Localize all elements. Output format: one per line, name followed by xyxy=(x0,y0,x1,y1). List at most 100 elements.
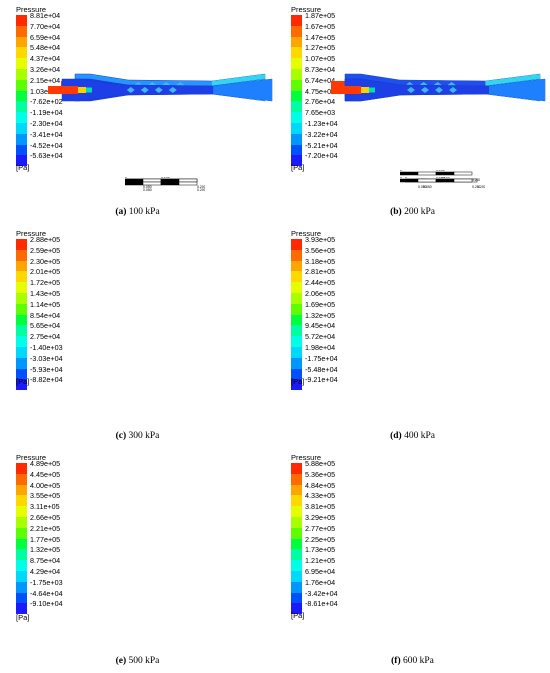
legend-swatch xyxy=(16,495,27,507)
legend-tick-label: 2.30e+05 xyxy=(30,256,61,266)
legend-swatch xyxy=(291,271,302,283)
legend-tick-label: 3.11e+05 xyxy=(30,502,60,512)
legend-tick-label: -3.42e+04 xyxy=(305,588,338,598)
legend-tick-label: 9.45e+04 xyxy=(305,321,336,331)
legend-tick-label: -1.19e+04 xyxy=(30,108,63,118)
legend-title: Pressure xyxy=(16,229,47,238)
legend-tick-label: 3.29e+05 xyxy=(305,513,336,522)
legend-swatch xyxy=(16,357,27,369)
legend-swatch xyxy=(291,495,302,507)
legend-tick-label: 6.74e+04 xyxy=(305,75,336,85)
scale-bar-label: 0.200 (m) xyxy=(197,188,205,192)
legend-tick-label: -5.63e+04 xyxy=(30,151,63,161)
legend-swatch xyxy=(291,368,302,380)
legend-title: Pressure xyxy=(291,5,322,14)
legend-swatch xyxy=(291,239,302,250)
scale-bar-label: 0 xyxy=(405,177,407,179)
legend-swatch xyxy=(291,347,302,358)
legend-tick-label: 2.77e+05 xyxy=(305,523,336,533)
scale-bar-label: 0.100 xyxy=(436,177,445,179)
legend-tick-label: 1.43e+05 xyxy=(30,289,61,298)
legend-tick-label: 8.75e+04 xyxy=(30,556,61,566)
panel-c: Pressure 2.88e+05 2.59e+05 2.30e+05 2.01e+05… xyxy=(0,224,275,448)
legend-swatch xyxy=(16,47,27,59)
legend-swatch xyxy=(16,571,27,582)
legend-swatch xyxy=(291,36,302,48)
legend-tick-label: 8.73e+04 xyxy=(305,65,336,74)
legend-swatch xyxy=(16,347,27,358)
panel-f: Pressure 5.88e+05 5.36e+05 4.84e+05 4.33e+05… xyxy=(275,448,550,672)
legend-swatch xyxy=(291,379,302,391)
legend-tick-label: 5.88e+05 xyxy=(305,459,336,468)
legend-tick-label: -7.20e+04 xyxy=(305,151,338,161)
legend-swatch xyxy=(291,90,302,102)
legend-tick-label: 4.84e+05 xyxy=(305,480,336,490)
panel-caption: (a) 100 kPa xyxy=(0,207,275,217)
legend-tick-label: 3.81e+05 xyxy=(305,502,336,512)
legend-title: Pressure xyxy=(291,229,322,238)
legend-tick-label: 1.47e+05 xyxy=(305,32,336,42)
legend-swatch xyxy=(291,538,302,550)
legend-swatch xyxy=(16,603,27,615)
legend-tick-label: 2.25e+05 xyxy=(305,534,336,544)
pressure-contour-domain xyxy=(331,78,546,102)
legend-swatch xyxy=(16,549,27,561)
caption-pressure: 200 kPa xyxy=(404,207,435,217)
legend-swatch xyxy=(16,560,27,571)
legend-swatch xyxy=(16,538,27,550)
legend-tick-label: 4.37e+04 xyxy=(30,54,61,64)
legend-swatch xyxy=(16,336,27,347)
legend-tick-label: 7.70e+04 xyxy=(30,21,61,31)
legend-tick-label: 2.76e+04 xyxy=(305,97,336,107)
legend-tick-label: 1.14e+05 xyxy=(30,299,61,309)
legend-swatch xyxy=(16,101,27,113)
legend-swatch xyxy=(16,15,27,26)
legend-tick-label: 2.59e+05 xyxy=(30,245,61,255)
legend-tick-label: 1.77e+05 xyxy=(30,534,61,544)
legend-tick-label: 3.56e+05 xyxy=(305,245,336,255)
legend-swatch xyxy=(291,592,302,604)
legend-unit: [Pa] xyxy=(291,163,305,172)
caption-pressure: 500 kPa xyxy=(128,656,160,666)
legend-swatch xyxy=(16,379,27,391)
caption-label: (d) xyxy=(390,431,402,441)
legend-title: Pressure xyxy=(16,453,47,462)
scale-bar-label: 0.200 (m) xyxy=(477,185,485,189)
scale-bar-label: 0.200 (m) xyxy=(472,178,480,182)
legend-swatch xyxy=(16,25,27,37)
legend-swatch xyxy=(16,581,27,593)
legend-tick-label: -3.41e+04 xyxy=(30,129,63,139)
legend-tick-label: 2.01e+05 xyxy=(30,267,61,277)
legend-swatch xyxy=(291,549,302,561)
legend-swatch xyxy=(16,260,27,272)
caption-label: (f) xyxy=(391,656,401,666)
legend-swatch xyxy=(291,123,302,134)
legend-swatch xyxy=(16,527,27,539)
legend-swatch xyxy=(291,303,302,315)
legend-tick-label: 1.03e+04 xyxy=(30,86,61,96)
legend-tick-label: -8.82e+04 xyxy=(30,375,63,385)
legend-swatch xyxy=(291,69,302,80)
legend-tick-label: 5.72e+04 xyxy=(305,332,336,342)
legend-tick-label: 6.95e+04 xyxy=(305,567,336,576)
caption-pressure: 400 kPa xyxy=(404,431,435,441)
legend-swatch xyxy=(291,517,302,528)
scale-bar-label: 0.100 xyxy=(441,177,450,179)
legend-swatch xyxy=(291,336,302,347)
legend-tick-label: 1.32e+05 xyxy=(305,310,336,320)
legend-swatch xyxy=(291,560,302,571)
legend-swatch xyxy=(291,112,302,123)
legend-tick-label: 4.75e+04 xyxy=(305,86,336,96)
scale-bar-label: 0.050 xyxy=(143,188,152,192)
legend-tick-label: -8.61e+04 xyxy=(305,599,338,609)
legend-tick-label: 2.88e+05 xyxy=(30,235,61,244)
legend-tick-label: 2.21e+05 xyxy=(30,523,61,533)
legend-tick-label: -1.40e+03 xyxy=(30,343,63,352)
legend-swatch xyxy=(291,293,302,304)
legend-tick-label: 3.18e+05 xyxy=(305,256,336,266)
scale-bar: 0 0.050 0.100 0.200 (m) xyxy=(400,177,480,189)
legend-tick-label: 4.29e+04 xyxy=(30,567,61,576)
legend-tick-label: -7.62e+02 xyxy=(30,97,63,107)
scale-bar-label: 0 xyxy=(125,180,127,182)
panel-caption: (c) 300 kPa xyxy=(0,431,275,441)
